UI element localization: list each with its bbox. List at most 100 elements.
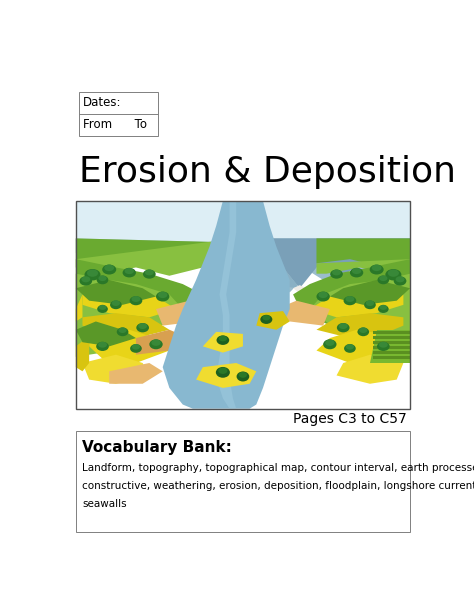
- Ellipse shape: [112, 300, 120, 306]
- Polygon shape: [156, 301, 210, 326]
- Polygon shape: [317, 313, 403, 338]
- Polygon shape: [374, 341, 410, 344]
- Polygon shape: [226, 238, 410, 292]
- Ellipse shape: [380, 305, 387, 310]
- Ellipse shape: [339, 323, 347, 329]
- Polygon shape: [317, 330, 397, 363]
- Polygon shape: [374, 356, 410, 359]
- Polygon shape: [374, 351, 410, 354]
- Polygon shape: [216, 201, 236, 409]
- Ellipse shape: [145, 270, 154, 275]
- Polygon shape: [236, 238, 276, 284]
- Polygon shape: [76, 336, 89, 371]
- Text: Pages C3 to C57: Pages C3 to C57: [292, 412, 406, 426]
- Ellipse shape: [385, 269, 401, 280]
- Polygon shape: [76, 238, 236, 264]
- Ellipse shape: [110, 300, 122, 309]
- Ellipse shape: [219, 336, 227, 341]
- Ellipse shape: [317, 292, 330, 302]
- Ellipse shape: [143, 270, 155, 279]
- Ellipse shape: [97, 276, 109, 284]
- Ellipse shape: [158, 292, 167, 298]
- Ellipse shape: [364, 300, 376, 309]
- Ellipse shape: [137, 323, 149, 332]
- Ellipse shape: [216, 367, 230, 378]
- FancyBboxPatch shape: [80, 93, 158, 136]
- Ellipse shape: [97, 305, 108, 313]
- Polygon shape: [76, 321, 136, 346]
- Text: Landform, topography, topographical map, contour interval, earth processes, dest: Landform, topography, topographical map,…: [82, 463, 474, 473]
- Polygon shape: [330, 280, 410, 305]
- FancyBboxPatch shape: [76, 201, 410, 259]
- Ellipse shape: [99, 275, 107, 281]
- Text: constructive, weathering, erosion, deposition, floodplain, longshore current, je: constructive, weathering, erosion, depos…: [82, 481, 474, 491]
- Polygon shape: [196, 363, 256, 388]
- Ellipse shape: [377, 342, 390, 351]
- Ellipse shape: [104, 265, 114, 271]
- Polygon shape: [317, 259, 410, 276]
- Polygon shape: [256, 311, 290, 330]
- Polygon shape: [317, 238, 410, 267]
- Ellipse shape: [330, 270, 343, 279]
- Polygon shape: [163, 201, 290, 409]
- Ellipse shape: [332, 270, 341, 275]
- Text: seawalls: seawalls: [82, 499, 127, 509]
- Ellipse shape: [337, 323, 349, 332]
- Ellipse shape: [151, 340, 161, 346]
- Ellipse shape: [82, 276, 90, 283]
- Polygon shape: [233, 238, 410, 288]
- Ellipse shape: [377, 276, 389, 284]
- Ellipse shape: [378, 305, 389, 313]
- Text: From      To: From To: [83, 118, 147, 131]
- Polygon shape: [293, 285, 306, 294]
- Polygon shape: [136, 330, 190, 355]
- Text: Dates:: Dates:: [83, 96, 122, 109]
- Ellipse shape: [394, 276, 406, 286]
- Polygon shape: [76, 294, 82, 321]
- Polygon shape: [370, 330, 410, 363]
- Polygon shape: [76, 238, 236, 276]
- Ellipse shape: [237, 371, 249, 381]
- Ellipse shape: [87, 269, 98, 277]
- Ellipse shape: [239, 372, 247, 378]
- Polygon shape: [82, 313, 169, 338]
- Polygon shape: [337, 355, 403, 384]
- Ellipse shape: [131, 296, 140, 302]
- Polygon shape: [76, 280, 156, 305]
- Ellipse shape: [260, 315, 273, 324]
- Polygon shape: [76, 259, 203, 346]
- Ellipse shape: [263, 315, 270, 321]
- Text: Erosion & Deposition: Erosion & Deposition: [80, 155, 456, 189]
- Polygon shape: [310, 273, 410, 357]
- Ellipse shape: [125, 268, 134, 274]
- Ellipse shape: [217, 335, 229, 345]
- Ellipse shape: [344, 296, 356, 305]
- Ellipse shape: [117, 327, 128, 336]
- Polygon shape: [82, 288, 176, 318]
- Ellipse shape: [130, 344, 142, 353]
- Polygon shape: [276, 301, 330, 326]
- Polygon shape: [233, 238, 263, 278]
- Ellipse shape: [344, 344, 356, 353]
- FancyBboxPatch shape: [76, 431, 410, 532]
- Polygon shape: [327, 277, 340, 284]
- Ellipse shape: [379, 342, 388, 348]
- Ellipse shape: [346, 296, 355, 302]
- Ellipse shape: [96, 342, 109, 351]
- Polygon shape: [250, 275, 263, 285]
- Polygon shape: [310, 288, 403, 318]
- Ellipse shape: [98, 342, 107, 348]
- Ellipse shape: [129, 296, 142, 305]
- Ellipse shape: [80, 276, 92, 286]
- Ellipse shape: [366, 300, 374, 306]
- Ellipse shape: [359, 327, 367, 333]
- Ellipse shape: [323, 340, 337, 349]
- Ellipse shape: [319, 292, 328, 298]
- Ellipse shape: [357, 327, 369, 336]
- Text: Vocabulary Bank:: Vocabulary Bank:: [82, 440, 232, 455]
- Polygon shape: [109, 363, 163, 384]
- Ellipse shape: [325, 340, 335, 346]
- Ellipse shape: [346, 344, 354, 349]
- Ellipse shape: [99, 305, 106, 310]
- Ellipse shape: [138, 323, 147, 329]
